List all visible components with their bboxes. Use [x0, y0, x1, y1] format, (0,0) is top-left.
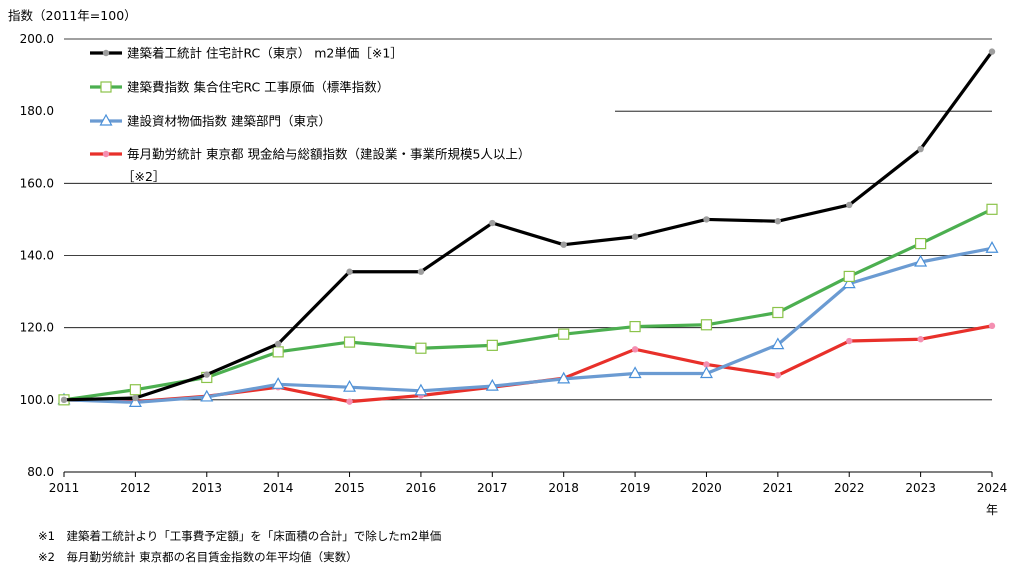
data-point [60, 396, 68, 404]
data-point [985, 241, 999, 253]
data-point [557, 371, 571, 384]
data-point [271, 377, 285, 389]
series-line-2 [63, 207, 993, 402]
data-point [988, 322, 996, 330]
data-point [346, 268, 353, 275]
data-point [988, 48, 996, 55]
data-point [774, 218, 782, 225]
data-point [128, 395, 142, 407]
legend-entry: 毎月勤労統計 東京都 現金給与総額指数（建設業・事業所規模5人以上） [127, 147, 530, 162]
legend: 建築着工統計 住宅計RC（東京） m2単価［※1］ 建築費指数 集合住宅RC 工事… [90, 46, 530, 184]
data-point [774, 372, 782, 379]
footnote-1: ※1 建築着工統計より「工事費予定額」を「床面積の合計」で除したm2単価 [38, 529, 442, 543]
data-point [917, 336, 924, 343]
data-point [628, 366, 642, 379]
y-tick-label: 140.0 [20, 249, 54, 263]
data-point [346, 398, 353, 405]
data-point [415, 342, 427, 354]
x-tick-label: 2013 [191, 481, 222, 495]
data-point [846, 337, 853, 345]
x-tick-label: 2012 [120, 481, 151, 495]
data-point [129, 384, 141, 396]
legend-entry: 建設資材物価指数 建築部門（東京） [127, 114, 331, 129]
legend-swatch-marker [102, 49, 110, 57]
legend-swatch-marker [102, 150, 110, 158]
axes: 80.0 100.0 120.0 140.0 160.0 180.0 200.0 2011 20… [20, 32, 1008, 495]
y-tick-label: 80.0 [27, 465, 54, 479]
series-line-1 [63, 50, 994, 402]
y-tick-label: 120.0 [20, 321, 54, 335]
data-point [842, 276, 856, 289]
legend-entry-continued: ［※2］ [122, 169, 165, 184]
y-tick-label: 100.0 [20, 393, 54, 407]
gridlines [64, 38, 992, 401]
data-point [485, 378, 499, 391]
data-point [489, 219, 496, 227]
data-point [703, 216, 710, 223]
y-tick-label: 180.0 [20, 104, 54, 118]
data-point [772, 306, 784, 319]
data-point [203, 371, 210, 378]
data-point [917, 145, 924, 153]
data-point [272, 346, 284, 358]
data-point [343, 336, 356, 348]
data-point [846, 201, 853, 209]
x-tick-label: 2024 [977, 481, 1008, 495]
data-point [700, 319, 713, 331]
x-tick-label: 2020 [691, 481, 722, 495]
data-point [915, 237, 927, 250]
data-point [703, 361, 710, 368]
data-point [699, 366, 713, 379]
data-point [631, 346, 639, 353]
y-axis-label: 指数（2011年=100） [8, 8, 137, 23]
x-tick-label: 2017 [477, 481, 508, 495]
legend-entry: 建築費指数 集合住宅RC 工事原価（標準指数） [127, 80, 389, 95]
data-point [771, 337, 785, 350]
x-tick-label: 2021 [763, 481, 794, 495]
data-point [914, 254, 928, 267]
data-point [843, 270, 855, 283]
series-line-3 [63, 246, 993, 404]
data-point [200, 389, 214, 402]
series-line-4 [63, 324, 993, 404]
footnote-2: ※2 毎月勤労統計 東京都の名目賃金指数の年平均値（実数） [38, 550, 358, 564]
data-point [629, 320, 641, 333]
y-tick-label: 200.0 [20, 32, 54, 46]
x-axis-label: 年 [986, 503, 998, 517]
x-tick-label: 2011 [49, 481, 80, 495]
y-tick-label: 160.0 [20, 176, 54, 190]
data-point [132, 394, 139, 402]
data-point [274, 340, 282, 348]
data-point [486, 339, 498, 351]
x-tick-label: 2022 [834, 481, 865, 495]
x-tick-label: 2014 [263, 481, 294, 495]
x-tick-label: 2016 [406, 481, 437, 495]
x-tick-label: 2023 [905, 481, 936, 495]
data-point [631, 233, 639, 240]
data-point [414, 383, 428, 396]
data-point [343, 379, 357, 392]
x-tick-label: 2018 [548, 481, 579, 495]
series [57, 48, 999, 407]
data-point [986, 203, 998, 215]
x-tick-label: 2015 [334, 481, 365, 495]
legend-swatch-marker [99, 113, 113, 126]
data-point [560, 241, 567, 248]
legend-swatch-marker [100, 81, 112, 93]
x-tick-label: 2019 [620, 481, 651, 495]
legend-entry: 建築着工統計 住宅計RC（東京） m2単価［※1］ [127, 46, 403, 61]
data-point [417, 268, 425, 275]
data-point [558, 328, 570, 340]
